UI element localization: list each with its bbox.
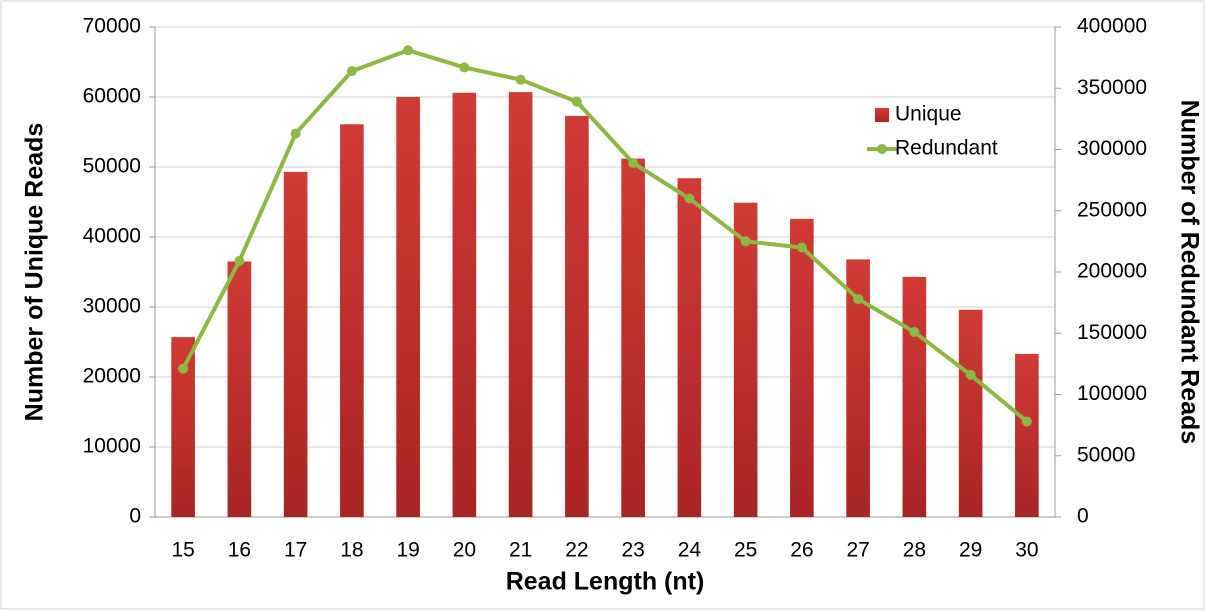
y2-axis-title: Number of Redundant Reads bbox=[1175, 100, 1203, 444]
line-point bbox=[628, 157, 639, 168]
x-tick-label: 28 bbox=[903, 539, 926, 562]
y-tick-label: 0 bbox=[129, 505, 141, 528]
line-point bbox=[853, 293, 864, 304]
bar bbox=[283, 171, 308, 517]
bar bbox=[677, 178, 702, 517]
line-point bbox=[515, 74, 526, 85]
legend-label: Unique bbox=[895, 103, 962, 126]
bar bbox=[171, 337, 195, 517]
line-point bbox=[346, 66, 357, 77]
bar bbox=[1015, 353, 1039, 517]
x-axis-title: Read Length (nt) bbox=[506, 568, 705, 596]
y2-tick-label: 300000 bbox=[1077, 137, 1147, 160]
x-tick-label: 30 bbox=[1015, 539, 1038, 562]
y2-tick-label: 100000 bbox=[1077, 382, 1147, 405]
line-point bbox=[571, 96, 582, 107]
x-tick-label: 21 bbox=[509, 539, 532, 562]
bar bbox=[846, 259, 870, 517]
bar bbox=[396, 97, 420, 517]
bar bbox=[790, 218, 814, 518]
y2-tick-label: 50000 bbox=[1077, 443, 1135, 466]
y2-tick-label: 400000 bbox=[1077, 15, 1147, 38]
legend-swatch bbox=[875, 108, 889, 122]
x-tick-label: 19 bbox=[396, 539, 419, 562]
y-tick-label: 30000 bbox=[83, 295, 141, 318]
x-tick-label: 20 bbox=[453, 539, 476, 562]
x-tick-label: 16 bbox=[228, 539, 251, 562]
line bbox=[181, 48, 1029, 423]
y2-tick-label: 250000 bbox=[1077, 198, 1147, 221]
line-point bbox=[740, 236, 751, 247]
line-point bbox=[403, 45, 414, 56]
bar bbox=[902, 276, 927, 517]
bar bbox=[958, 309, 983, 517]
x-tick-label: 29 bbox=[959, 539, 982, 562]
x-tick-label: 22 bbox=[565, 539, 588, 562]
bar bbox=[733, 202, 758, 517]
y2-tick-label: 0 bbox=[1077, 505, 1089, 528]
bar bbox=[508, 92, 533, 517]
bar bbox=[227, 261, 252, 517]
line-point bbox=[234, 255, 245, 266]
y-tick-label: 70000 bbox=[83, 15, 141, 38]
line-point bbox=[909, 327, 920, 338]
y2-tick-label: 200000 bbox=[1077, 260, 1147, 283]
x-tick-label: 23 bbox=[621, 539, 644, 562]
y2-tick-label: 350000 bbox=[1077, 76, 1147, 99]
line-point bbox=[1021, 416, 1032, 427]
x-tick-label: 27 bbox=[846, 539, 869, 562]
bar bbox=[621, 158, 645, 517]
x-tick-label: 24 bbox=[678, 539, 702, 562]
y-axis-title: Number of Unique Reads bbox=[21, 123, 49, 422]
legend-label: Redundant bbox=[895, 137, 998, 160]
legend-swatch bbox=[877, 144, 887, 154]
line-point bbox=[684, 193, 695, 204]
line-point bbox=[290, 128, 301, 139]
x-tick-label: 17 bbox=[284, 539, 307, 562]
y-tick-label: 60000 bbox=[83, 85, 141, 108]
y-tick-label: 10000 bbox=[83, 435, 141, 458]
line-point bbox=[459, 62, 470, 73]
bar bbox=[452, 92, 477, 518]
y-tick-label: 50000 bbox=[83, 155, 141, 178]
x-tick-label: 26 bbox=[790, 539, 813, 562]
y-tick-label: 40000 bbox=[83, 225, 141, 248]
line-point bbox=[965, 369, 976, 380]
x-tick-label: 15 bbox=[171, 539, 194, 562]
line-point bbox=[178, 363, 189, 374]
line-point bbox=[796, 242, 807, 253]
y-tick-label: 20000 bbox=[83, 365, 141, 388]
bar bbox=[565, 115, 589, 518]
x-tick-label: 25 bbox=[734, 539, 757, 562]
x-tick-label: 18 bbox=[340, 539, 363, 562]
y2-tick-label: 150000 bbox=[1077, 321, 1147, 344]
bar bbox=[340, 124, 364, 518]
